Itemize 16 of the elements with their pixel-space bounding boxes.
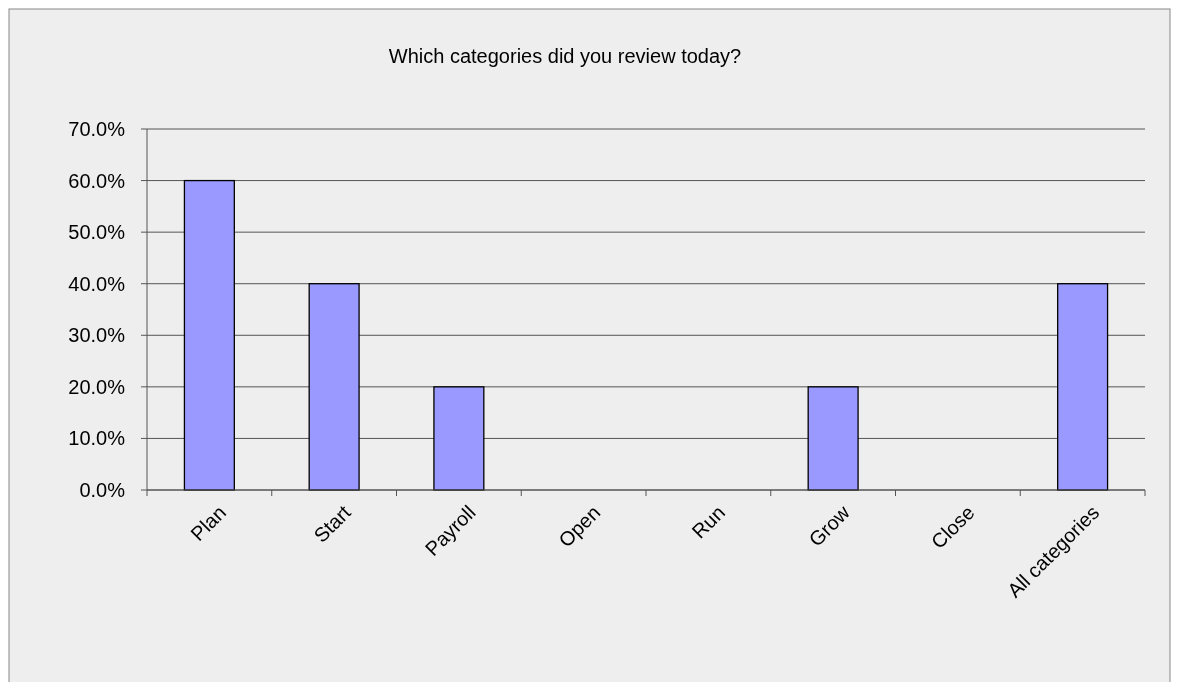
y-tick-label: 10.0% [68,427,126,450]
y-tick-label: 20.0% [68,375,126,398]
bar [183,179,235,491]
y-tick-label: 30.0% [68,324,126,347]
bar [1057,283,1109,491]
y-tick-label: 70.0% [68,118,126,140]
bar [308,283,360,491]
x-tick-label: Run [687,501,730,543]
y-tick-label: 60.0% [68,169,126,192]
chart-title: Which categories did you review today? [388,45,742,67]
x-tick-label: Plan [186,501,231,546]
y-tick-label: 50.0% [68,221,126,244]
bar [433,386,485,491]
y-tick-label: 0.0% [79,479,126,501]
y-tick-label: 40.0% [68,272,126,295]
bar [807,386,859,491]
